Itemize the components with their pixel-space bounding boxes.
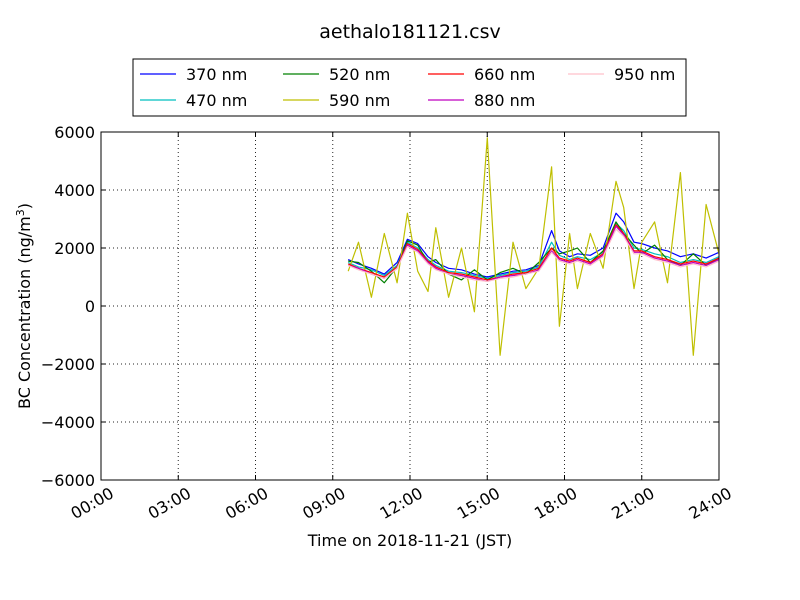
legend-label: 660 nm [474, 65, 535, 84]
chart-title: aethalo181121.csv [319, 21, 501, 43]
y-tick-label: 4000 [54, 181, 95, 200]
legend-label: 520 nm [329, 65, 390, 84]
series-line-880-nm [348, 225, 720, 282]
legend-label: 470 nm [186, 91, 247, 110]
y-tick-label: 0 [85, 297, 95, 316]
legend-box [132, 58, 687, 117]
legend: 370 nm 470 nm 520 nm 590 nm 660 nm 880 nm 950 … [132, 58, 687, 117]
y-axis-label-end: ) [15, 203, 34, 209]
y-tick-label: −2000 [41, 355, 95, 374]
y-tick-label: 2000 [54, 239, 95, 258]
y-axis-label-sup: 3 [14, 209, 27, 216]
y-axis-label: BC Concentration (ng/m3) [14, 203, 34, 409]
y-tick-label: 6000 [54, 123, 95, 142]
legend-label: 950 nm [614, 65, 675, 84]
ticks [100, 131, 720, 481]
legend-label: 880 nm [474, 91, 535, 110]
legend-label: 370 nm [186, 65, 247, 84]
y-tick-labels: −6000 −4000 −2000 0 2000 4000 6000 [41, 123, 95, 490]
x-axis-label: Time on 2018-11-21 (JST) [307, 531, 512, 550]
y-tick-label: −4000 [41, 413, 95, 432]
series-line-950-nm [347, 228, 720, 282]
series-line-520-nm [348, 221, 720, 284]
legend-label: 590 nm [329, 91, 390, 110]
series-layer [347, 137, 720, 356]
series-line-660-nm [347, 224, 720, 281]
y-axis-label-main: BC Concentration (ng/m [15, 216, 34, 409]
y-tick-label: −6000 [41, 471, 95, 490]
